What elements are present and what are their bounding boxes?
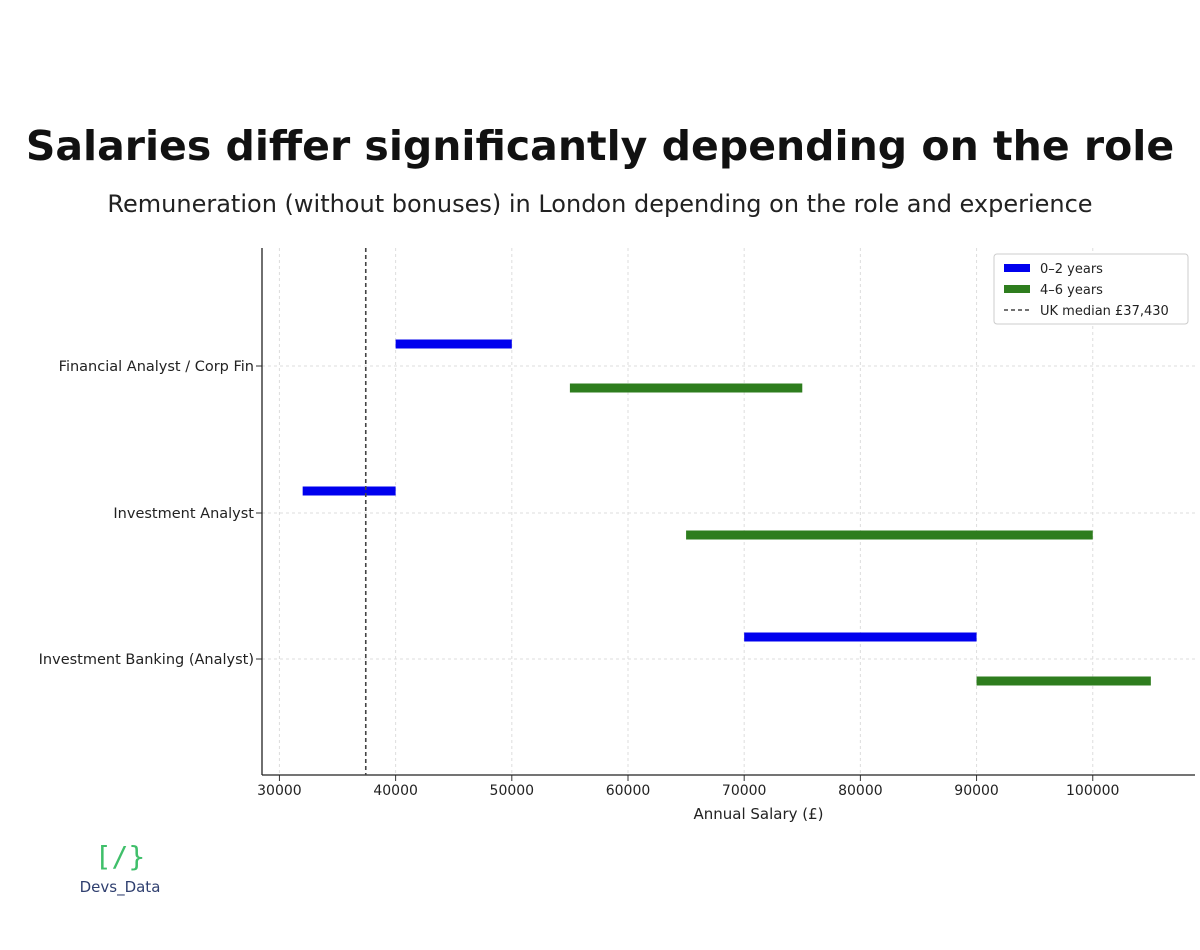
range-bar [302, 486, 396, 496]
x-tick-label: 70000 [722, 783, 767, 799]
x-tick-label: 100000 [1066, 783, 1119, 799]
grid-lines [262, 248, 1195, 775]
range-bar [976, 676, 1151, 686]
x-tick-label: 80000 [838, 783, 883, 799]
legend-box [993, 253, 1189, 325]
page-subtitle: Remuneration (without bonuses) in London… [107, 190, 1093, 218]
y-tick-label: Investment Analyst [113, 506, 254, 522]
legend-swatch [1004, 264, 1030, 272]
x-tick-label: 90000 [954, 783, 999, 799]
legend-swatch [1004, 285, 1030, 293]
legend-label: 0–2 years [1040, 262, 1103, 277]
y-tick-label: Investment Banking (Analyst) [39, 652, 254, 668]
devs-data-logo: [/} Devs_Data [70, 840, 170, 896]
legend-label: 4–6 years [1040, 283, 1103, 298]
range-bar [395, 339, 512, 349]
x-tick-label: 30000 [257, 783, 302, 799]
axes: 30000 40000 50000 60000 70000 80000 90000 10000… [39, 248, 1195, 823]
bars [302, 339, 1151, 686]
legend: 0–2 years 4–6 years UK median £37,430 [993, 253, 1189, 325]
logo-text: Devs_Data [79, 878, 161, 896]
x-tick-label: 50000 [490, 783, 535, 799]
range-bar [686, 530, 1093, 540]
page-title: Salaries differ significantly depending … [25, 122, 1175, 170]
legend-label: UK median £37,430 [1040, 304, 1169, 319]
range-bar [744, 632, 977, 642]
y-tick-label: Financial Analyst / Corp Fin [59, 359, 254, 375]
x-axis-label: Annual Salary (£) [693, 805, 823, 823]
x-tick-label: 60000 [606, 783, 651, 799]
logo-mark-icon: [/} [94, 840, 146, 873]
salary-range-chart: 30000 40000 50000 60000 70000 80000 90000 10000… [39, 248, 1195, 823]
x-tick-label: 40000 [373, 783, 418, 799]
range-bar [569, 383, 803, 393]
